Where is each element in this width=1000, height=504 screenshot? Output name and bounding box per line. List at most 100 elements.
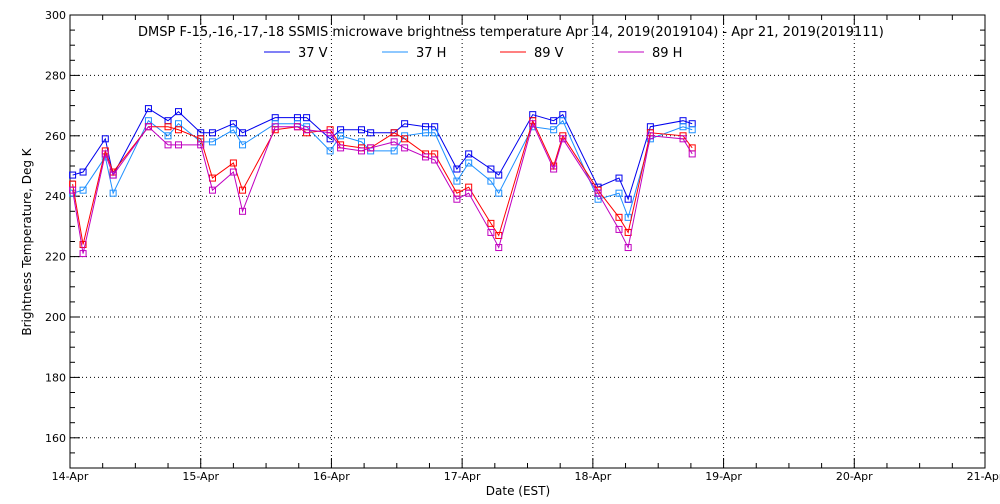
data-point — [101, 135, 109, 143]
legend-label: 89 H — [652, 46, 682, 61]
data-point — [624, 195, 632, 203]
data-point — [174, 108, 182, 116]
data-point — [164, 132, 172, 140]
legend: 37 V 37 H 89 V 89 H — [264, 46, 682, 61]
data-point — [401, 135, 409, 143]
axes: 160 180 200 220 240 260 280 300 14-Apr 15-Apr 16-A… — [45, 9, 1000, 483]
data-point — [239, 129, 247, 137]
y-tick-label: 240 — [45, 190, 66, 203]
data-point — [453, 165, 461, 173]
legend-label: 89 V — [534, 46, 564, 61]
data-point — [357, 147, 365, 155]
data-point — [487, 177, 495, 185]
data-point — [164, 141, 172, 149]
data-point — [367, 144, 375, 152]
data-point — [174, 141, 182, 149]
data-point — [229, 168, 237, 176]
data-point — [679, 123, 687, 131]
y-tick-label: 300 — [45, 9, 66, 22]
x-tick-label: 18-Apr — [574, 470, 611, 483]
y-tick-label: 260 — [45, 130, 66, 143]
data-point — [229, 159, 237, 167]
chart-title: DMSP F-15,-16,-17,-18 SSMIS microwave br… — [138, 25, 884, 40]
data-point — [337, 132, 345, 140]
data-point — [615, 174, 623, 182]
data-point — [326, 129, 334, 137]
data-point — [615, 189, 623, 197]
data-point — [422, 129, 430, 137]
series-89-h — [69, 120, 696, 258]
data-point — [550, 165, 558, 173]
data-point — [271, 123, 279, 131]
data-point — [239, 186, 247, 194]
data-point — [487, 228, 495, 236]
data-point — [390, 147, 398, 155]
data-point — [79, 186, 87, 194]
data-point — [79, 168, 87, 176]
data-point — [453, 195, 461, 203]
legend-label: 37 H — [416, 46, 446, 61]
data-point — [239, 207, 247, 215]
x-tick-label: 14-Apr — [52, 470, 89, 483]
data-point — [465, 189, 473, 197]
data-point — [465, 159, 473, 167]
plot-frame — [69, 14, 986, 469]
data-point — [679, 135, 687, 143]
data-point — [559, 135, 567, 143]
data-point — [624, 244, 632, 252]
series-line — [72, 119, 693, 219]
data-point — [174, 126, 182, 134]
x-axis-label: Date (EST) — [486, 484, 550, 498]
x-tick-label: 17-Apr — [444, 470, 481, 483]
data-point — [465, 150, 473, 158]
data-point — [401, 144, 409, 152]
data-point — [79, 250, 87, 258]
data-point — [303, 126, 311, 134]
plot-area — [69, 105, 696, 258]
y-tick-label: 280 — [45, 69, 66, 82]
data-point — [646, 132, 654, 140]
y-tick-label: 180 — [45, 371, 66, 384]
x-tick-label: 21-Apr — [967, 470, 1000, 483]
data-point — [357, 126, 365, 134]
data-point — [303, 114, 311, 122]
data-point — [144, 105, 152, 113]
data-point — [239, 141, 247, 149]
data-point — [422, 153, 430, 161]
y-tick-label: 220 — [45, 251, 66, 264]
data-point — [615, 213, 623, 221]
x-tick-label: 15-Apr — [182, 470, 219, 483]
data-point — [431, 156, 439, 164]
y-axis-label: Brightness Temperature, Deg K — [20, 147, 34, 335]
series-line — [72, 107, 693, 201]
x-tick-label: 19-Apr — [705, 470, 742, 483]
series-line — [72, 122, 693, 254]
x-tick-label: 16-Apr — [313, 470, 350, 483]
data-point — [495, 244, 503, 252]
data-point — [109, 189, 117, 197]
series-89-v — [69, 117, 696, 249]
data-point — [367, 129, 375, 137]
data-point — [487, 219, 495, 227]
data-point — [229, 126, 237, 134]
legend-label: 37 V — [298, 46, 328, 61]
data-point — [594, 189, 602, 197]
data-point — [208, 129, 216, 137]
data-point — [337, 144, 345, 152]
data-point — [326, 147, 334, 155]
data-point — [615, 225, 623, 233]
data-point — [390, 129, 398, 137]
data-point — [101, 150, 109, 158]
data-point — [453, 177, 461, 185]
data-point — [550, 117, 558, 125]
y-tick-label: 200 — [45, 311, 66, 324]
data-point — [293, 123, 301, 131]
data-point — [197, 141, 205, 149]
data-point — [390, 138, 398, 146]
data-point — [550, 126, 558, 134]
data-point — [529, 120, 537, 128]
data-point — [688, 126, 696, 134]
data-point — [431, 129, 439, 137]
data-point — [69, 171, 77, 179]
